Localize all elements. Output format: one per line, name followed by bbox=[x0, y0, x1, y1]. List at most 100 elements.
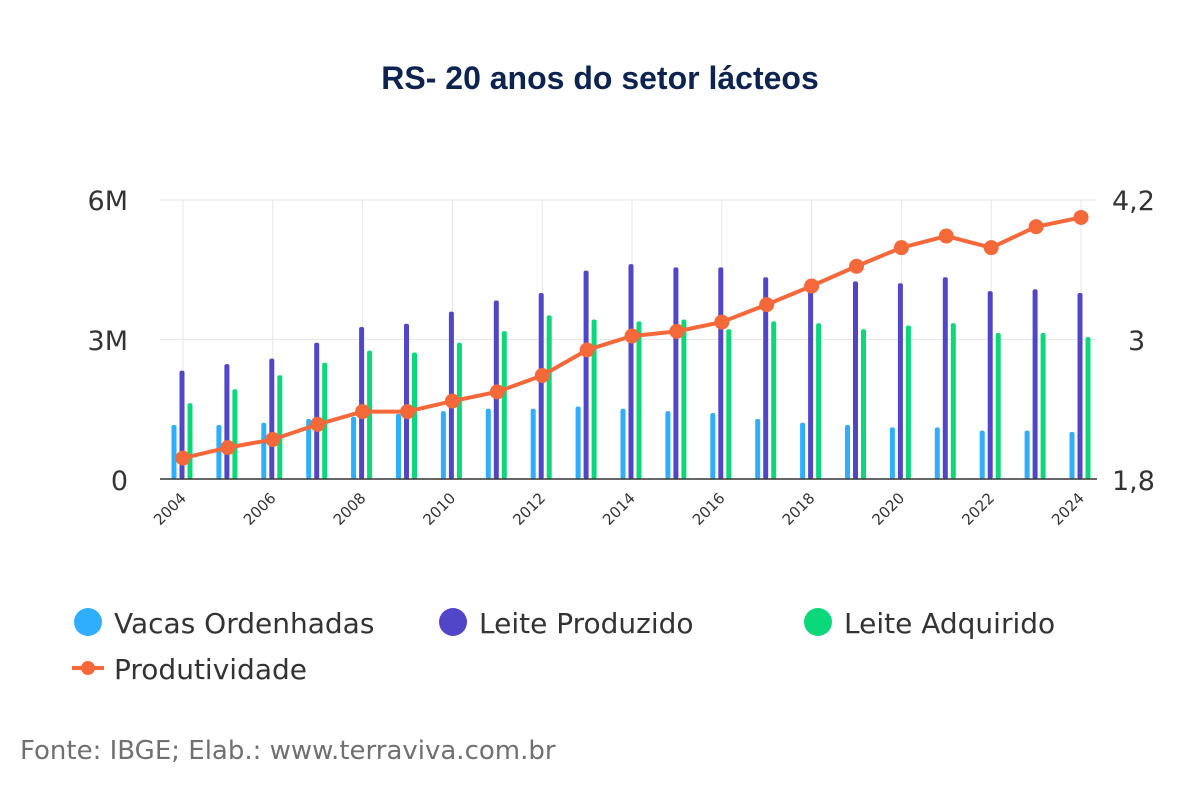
bar-vacas-ordenhadas[interactable] bbox=[620, 408, 626, 479]
bar-leite-adquirido[interactable] bbox=[905, 325, 911, 479]
bars bbox=[171, 264, 1091, 479]
produtividade-point[interactable] bbox=[534, 368, 550, 384]
bar-leite-produzido[interactable] bbox=[987, 291, 993, 479]
bar-leite-adquirido[interactable] bbox=[187, 403, 193, 479]
produtividade-point[interactable] bbox=[265, 431, 281, 447]
bar-vacas-ordenhadas[interactable] bbox=[216, 425, 222, 479]
bar-vacas-ordenhadas[interactable] bbox=[889, 427, 895, 479]
legend-marker-circle-icon bbox=[74, 608, 102, 636]
produtividade-point[interactable] bbox=[310, 416, 326, 432]
produtividade-point[interactable] bbox=[220, 440, 236, 456]
produtividade-point[interactable] bbox=[355, 404, 371, 420]
bar-leite-produzido[interactable] bbox=[269, 358, 275, 479]
left-tick-label: 3M bbox=[88, 326, 128, 357]
bar-leite-produzido[interactable] bbox=[538, 293, 544, 479]
bar-leite-produzido[interactable] bbox=[628, 264, 634, 479]
produtividade-point[interactable] bbox=[1028, 219, 1044, 235]
bar-leite-produzido[interactable] bbox=[583, 270, 589, 479]
produtividade-point[interactable] bbox=[849, 258, 864, 274]
bar-vacas-ordenhadas[interactable] bbox=[1024, 430, 1030, 479]
produtividade-point[interactable] bbox=[175, 450, 191, 466]
bar-leite-adquirido[interactable] bbox=[501, 331, 507, 479]
x-tick-label: 2018 bbox=[779, 489, 819, 529]
produtividade-point[interactable] bbox=[489, 384, 505, 400]
bar-vacas-ordenhadas[interactable] bbox=[1069, 432, 1075, 479]
bar-leite-adquirido[interactable] bbox=[277, 375, 283, 479]
produtividade-point[interactable] bbox=[714, 314, 730, 330]
bar-leite-produzido[interactable] bbox=[314, 342, 320, 479]
bar-leite-adquirido[interactable] bbox=[861, 329, 866, 479]
bar-leite-produzido[interactable] bbox=[853, 281, 858, 479]
bar-vacas-ordenhadas[interactable] bbox=[979, 430, 985, 479]
bar-leite-adquirido[interactable] bbox=[636, 321, 642, 479]
bar-leite-produzido[interactable] bbox=[897, 283, 903, 479]
produtividade-point[interactable] bbox=[624, 328, 640, 344]
produtividade-point[interactable] bbox=[669, 323, 685, 339]
bar-vacas-ordenhadas[interactable] bbox=[171, 425, 177, 479]
bar-leite-adquirido[interactable] bbox=[367, 350, 373, 479]
legend-marker-circle-icon bbox=[439, 608, 467, 636]
legend-item-leite-adquirido[interactable]: Leite Adquirido bbox=[804, 607, 1055, 640]
bar-leite-adquirido[interactable] bbox=[726, 329, 732, 479]
bar-leite-produzido[interactable] bbox=[673, 267, 679, 479]
legend-item-vacas-ordenhadas[interactable]: Vacas Ordenhadas bbox=[74, 607, 374, 640]
bar-vacas-ordenhadas[interactable] bbox=[800, 422, 806, 479]
bar-leite-produzido[interactable] bbox=[1032, 289, 1038, 479]
bar-leite-adquirido[interactable] bbox=[950, 323, 956, 479]
bar-leite-produzido[interactable] bbox=[942, 277, 948, 479]
bar-leite-adquirido[interactable] bbox=[591, 319, 597, 479]
legend-item-produtividade[interactable]: Produtividade bbox=[72, 653, 307, 686]
produtividade-point[interactable] bbox=[444, 393, 460, 409]
x-tick-label: 2016 bbox=[689, 489, 729, 529]
bar-vacas-ordenhadas[interactable] bbox=[351, 416, 357, 479]
produtividade-point[interactable] bbox=[983, 240, 999, 256]
bar-leite-adquirido[interactable] bbox=[546, 315, 552, 479]
legend-item-leite-produzido[interactable]: Leite Produzido bbox=[439, 607, 694, 640]
bar-leite-produzido[interactable] bbox=[224, 364, 230, 479]
legend: Vacas Ordenhadas Leite Produzido Leite A… bbox=[72, 607, 1055, 686]
bar-leite-produzido[interactable] bbox=[404, 323, 409, 479]
bar-vacas-ordenhadas[interactable] bbox=[710, 412, 716, 479]
produtividade-point[interactable] bbox=[893, 240, 909, 256]
bar-vacas-ordenhadas[interactable] bbox=[396, 413, 401, 479]
produtividade-point[interactable] bbox=[400, 404, 415, 420]
bar-leite-adquirido[interactable] bbox=[1040, 332, 1046, 479]
bar-vacas-ordenhadas[interactable] bbox=[575, 406, 581, 479]
produtividade-point[interactable] bbox=[579, 342, 595, 358]
bar-leite-produzido[interactable] bbox=[1077, 293, 1083, 479]
bar-vacas-ordenhadas[interactable] bbox=[665, 411, 671, 479]
bar-leite-adquirido[interactable] bbox=[681, 319, 687, 479]
bar-leite-produzido[interactable] bbox=[718, 267, 724, 479]
produtividade-point[interactable] bbox=[938, 228, 954, 244]
bar-vacas-ordenhadas[interactable] bbox=[755, 419, 761, 479]
bar-vacas-ordenhadas[interactable] bbox=[934, 427, 940, 479]
x-tick-label: 2012 bbox=[509, 489, 549, 529]
bar-vacas-ordenhadas[interactable] bbox=[306, 419, 312, 479]
bar-leite-adquirido[interactable] bbox=[995, 332, 1001, 479]
produtividade-point[interactable] bbox=[804, 278, 820, 294]
x-tick-label: 2006 bbox=[240, 489, 280, 529]
productivity-line bbox=[175, 209, 1089, 466]
bar-leite-adquirido[interactable] bbox=[232, 389, 238, 479]
bar-leite-adquirido[interactable] bbox=[816, 323, 822, 479]
bar-vacas-ordenhadas[interactable] bbox=[440, 411, 446, 479]
x-tick-label: 2010 bbox=[419, 489, 459, 529]
bar-vacas-ordenhadas[interactable] bbox=[530, 408, 536, 479]
produtividade-point[interactable] bbox=[759, 297, 775, 313]
bar-leite-produzido[interactable] bbox=[763, 277, 769, 479]
legend-label: Vacas Ordenhadas bbox=[114, 607, 374, 640]
bar-leite-adquirido[interactable] bbox=[456, 342, 462, 479]
bar-leite-adquirido[interactable] bbox=[412, 352, 417, 479]
bar-leite-produzido[interactable] bbox=[359, 326, 365, 479]
left-tick-label: 0 bbox=[111, 466, 128, 497]
produtividade-point[interactable] bbox=[1073, 209, 1089, 225]
legend-label: Leite Adquirido bbox=[844, 607, 1055, 640]
bar-vacas-ordenhadas[interactable] bbox=[845, 425, 850, 479]
bar-vacas-ordenhadas[interactable] bbox=[261, 422, 267, 479]
right-tick-label: 3 bbox=[1128, 326, 1145, 357]
bar-leite-adquirido[interactable] bbox=[771, 321, 777, 479]
bar-leite-adquirido[interactable] bbox=[1085, 337, 1091, 479]
bar-vacas-ordenhadas[interactable] bbox=[485, 408, 491, 479]
bar-leite-produzido[interactable] bbox=[808, 289, 814, 479]
